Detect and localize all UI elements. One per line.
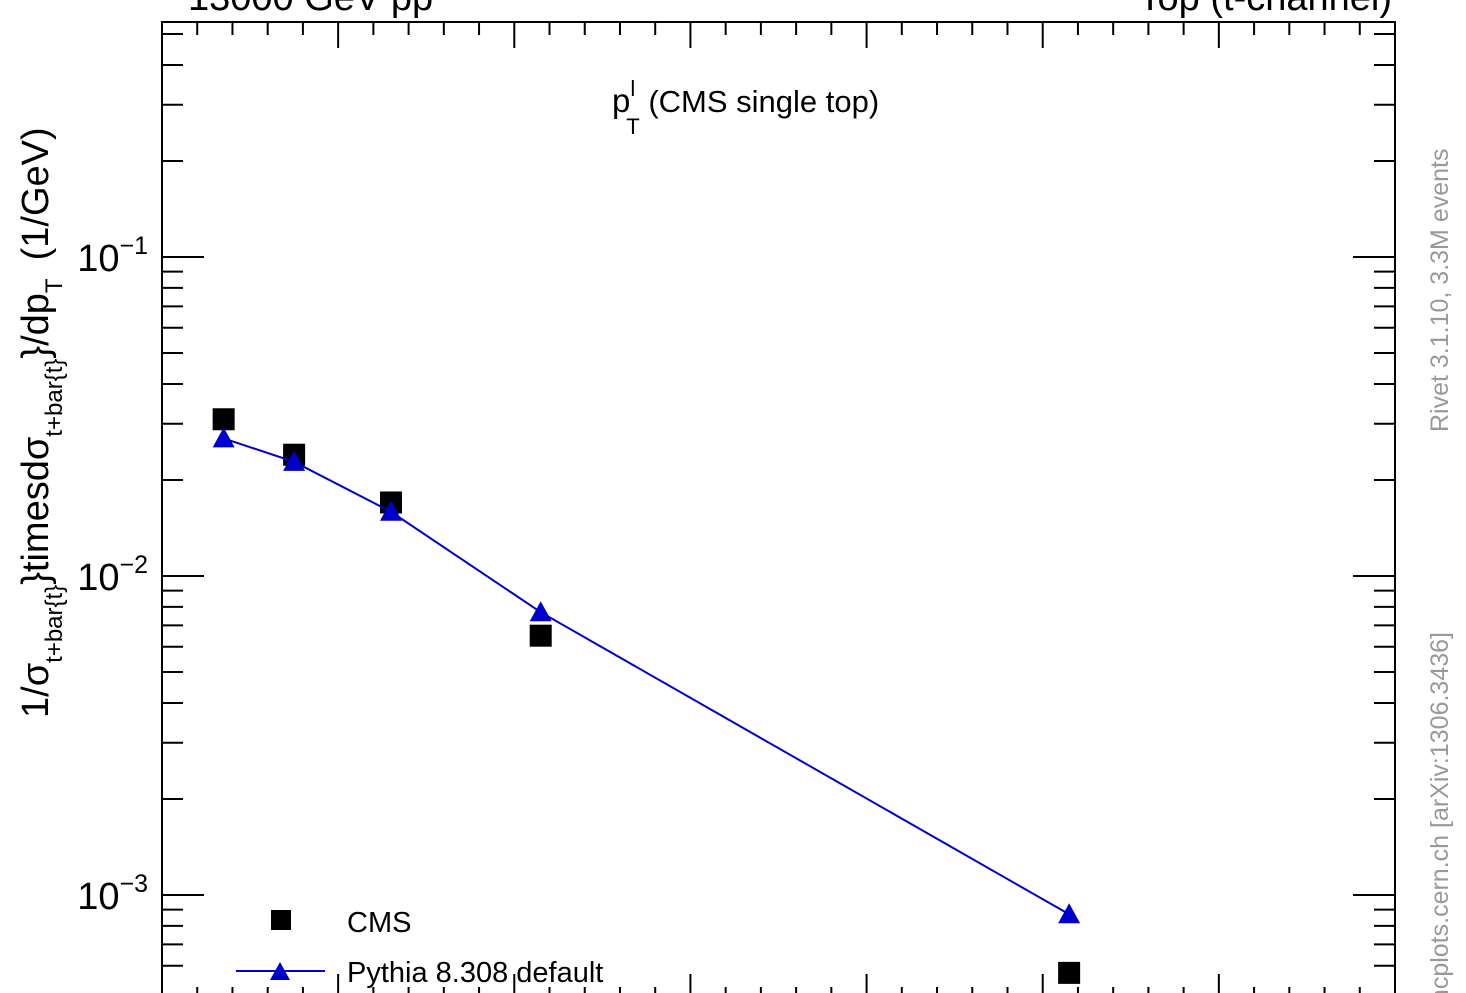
ylabel-prefix: 1/σ [15, 663, 57, 718]
data-point-triangle [1058, 903, 1081, 924]
ylabel-mid: }timesdσ [15, 437, 57, 585]
chart-title: pl T (CMS single top) [612, 76, 879, 139]
legend-marker-cms [271, 910, 291, 930]
y-tick-label: 10−2 [77, 551, 148, 599]
data-point-square [212, 408, 235, 431]
legend: CMS Pythia 8.308 default [236, 907, 603, 989]
title-sup: l [630, 76, 635, 101]
data-point-triangle [212, 427, 235, 448]
data-point-triangle [379, 500, 402, 521]
rivet-version-text: Rivet 3.1.10, 3.3M events [1426, 149, 1454, 432]
y-axis-label: 1/σt+bar{t}}timesdσt+bar{t}}/dpT(1/GeV) [15, 127, 68, 718]
y-tick-label: 10−1 [77, 232, 148, 280]
legend-label-cms: CMS [347, 907, 411, 939]
plot-frame [161, 21, 1396, 993]
y-tick-label: 10−3 [77, 870, 148, 918]
title-rest: (CMS single top) [640, 84, 879, 119]
legend-marker-pythia [270, 962, 290, 980]
ylabel-sub3: T [41, 278, 68, 293]
header-right: Top (t-channel) [1139, 0, 1392, 19]
data-point-square [529, 624, 552, 647]
data-point-triangle [529, 601, 552, 622]
series-layer [212, 408, 1081, 984]
title-main: p [612, 82, 630, 119]
y-tick-labels: 10−1 10−2 10−3 [77, 232, 148, 918]
mcplots-reference-text: mcplots.cern.ch [arXiv:1306.3436] [1426, 632, 1454, 993]
ylabel-mid2: }/dp [15, 293, 57, 359]
title-sub: T [626, 114, 639, 139]
series-line-1 [223, 437, 1070, 916]
axis-ticks [161, 22, 1396, 993]
ylabel-sub2: t+bar{t} [41, 359, 68, 437]
header-left: 13000 GeV pp [188, 0, 433, 19]
ylabel-sub1: t+bar{t} [41, 585, 68, 663]
ylabel-unit: (1/GeV) [15, 127, 57, 260]
data-point-triangle [283, 450, 306, 471]
legend-label-pythia: Pythia 8.308 default [347, 957, 603, 989]
data-point-square [1058, 961, 1081, 984]
